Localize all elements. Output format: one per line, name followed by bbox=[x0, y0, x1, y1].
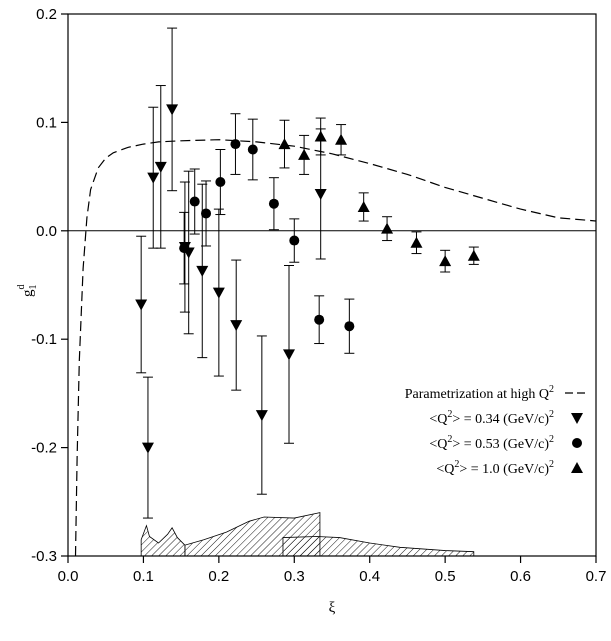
x-axis-ticks: 0.0 0.1 0.2 0.3 0.4 0.5 0.6 0.7 bbox=[58, 556, 607, 585]
y-tick-label: 0.0 bbox=[36, 223, 57, 240]
legend: Parametrization at high Q2 <Q2> = 0.34 (G… bbox=[405, 384, 589, 477]
error-bars bbox=[136, 27, 479, 519]
y-axis-label: g1d bbox=[16, 285, 39, 298]
data-point-triangle-up bbox=[335, 133, 348, 145]
legend-label: Parametrization at high Q2 bbox=[405, 384, 554, 402]
legend-marker-triangle-down bbox=[571, 413, 583, 424]
data-point-circle bbox=[289, 235, 300, 246]
data-point-circle bbox=[268, 198, 279, 209]
data-point-triangle-down bbox=[196, 265, 209, 277]
data-point-triangle-down bbox=[283, 349, 296, 361]
data-point-triangle-down bbox=[230, 320, 243, 332]
x-tick-label: 0.2 bbox=[208, 568, 229, 585]
legend-marker-triangle-up bbox=[571, 462, 583, 473]
legend-label: <Q2> = 0.34 (GeV/c)2 bbox=[429, 409, 554, 427]
y-axis-label-superscript: d bbox=[16, 285, 27, 290]
data-point-triangle-up bbox=[410, 236, 423, 248]
data-point-circle bbox=[314, 314, 325, 325]
data-markers bbox=[135, 104, 480, 454]
systematic-band bbox=[282, 536, 475, 557]
systematic-error-bands bbox=[140, 512, 475, 557]
data-point-triangle-down bbox=[212, 287, 225, 299]
y-tick-label: -0.1 bbox=[31, 331, 57, 348]
x-tick-label: 0.0 bbox=[58, 568, 79, 585]
y-axis-label-subscript: 1 bbox=[28, 285, 39, 290]
legend-marker-circle bbox=[572, 438, 582, 448]
data-point-triangle-up bbox=[357, 200, 370, 212]
x-axis-label: ξ bbox=[329, 600, 336, 616]
data-point-triangle-down bbox=[314, 188, 327, 200]
systematic-band bbox=[140, 524, 186, 557]
data-point-circle bbox=[189, 196, 200, 207]
data-point-triangle-down bbox=[141, 442, 154, 454]
data-point-circle bbox=[215, 177, 226, 188]
data-point-triangle-up bbox=[314, 130, 327, 142]
data-point-triangle-down bbox=[255, 410, 268, 422]
data-point-triangle-up bbox=[467, 249, 480, 261]
y-tick-label: -0.3 bbox=[31, 548, 57, 565]
legend-label: <Q2> = 1.0 (GeV/c)2 bbox=[436, 459, 554, 477]
data-point-circle bbox=[247, 144, 258, 155]
plot-frame bbox=[67, 13, 597, 557]
data-point-triangle-down bbox=[166, 104, 179, 116]
x-tick-label: 0.5 bbox=[435, 568, 456, 585]
x-tick-label: 0.3 bbox=[284, 568, 305, 585]
y-axis-ticks: -0.3 -0.2 -0.1 0.0 0.1 0.2 bbox=[31, 6, 68, 565]
data-point-triangle-down bbox=[147, 172, 160, 184]
data-point-triangle-up bbox=[298, 148, 311, 160]
data-point-triangle-up bbox=[278, 138, 291, 150]
parametrization-curve bbox=[74, 139, 597, 557]
data-point-circle bbox=[179, 243, 190, 254]
x-tick-label: 0.4 bbox=[359, 568, 380, 585]
data-point-triangle-down bbox=[154, 161, 167, 173]
legend-label: <Q2> = 0.53 (GeV/c)2 bbox=[429, 434, 554, 452]
x-tick-label: 0.1 bbox=[133, 568, 154, 585]
data-point-triangle-up bbox=[439, 255, 452, 267]
data-point-circle bbox=[201, 208, 212, 219]
x-tick-label: 0.6 bbox=[510, 568, 531, 585]
y-tick-label: 0.2 bbox=[36, 6, 57, 23]
y-tick-label: -0.2 bbox=[31, 440, 57, 457]
x-tick-label: 0.7 bbox=[586, 568, 607, 585]
data-point-triangle-up bbox=[381, 222, 394, 234]
y-tick-label: 0.1 bbox=[36, 114, 57, 131]
data-point-triangle-down bbox=[135, 299, 148, 311]
data-point-circle bbox=[344, 321, 355, 332]
data-point-circle bbox=[230, 139, 241, 150]
y-axis-label-main: g bbox=[20, 289, 36, 297]
